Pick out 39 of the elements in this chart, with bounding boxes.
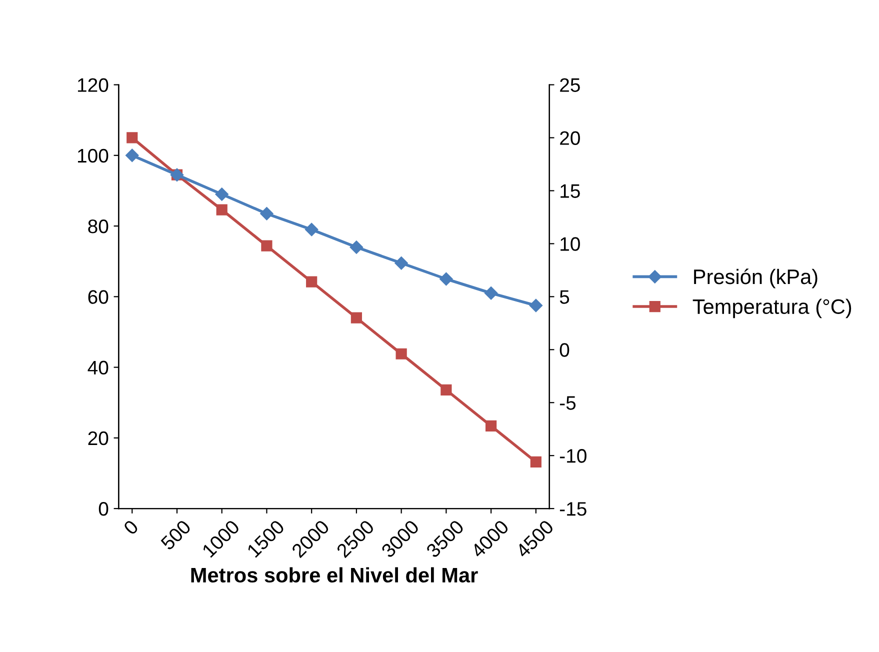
y2-tick-label: -5 [560, 396, 576, 410]
legend-label: Temperatura (°C) [692, 298, 852, 318]
point [350, 312, 362, 324]
point [396, 348, 407, 360]
point [440, 384, 452, 396]
y2-tick-label: 5 [560, 290, 570, 304]
point [126, 132, 138, 144]
point [260, 207, 274, 220]
x-tick-label: 500 [160, 519, 192, 551]
point [126, 148, 139, 162]
y2-tick-label: -15 [560, 502, 586, 516]
point [529, 298, 543, 312]
point [350, 240, 364, 254]
point [394, 256, 408, 270]
point [306, 276, 318, 288]
y-tick-label: 40 [88, 360, 108, 375]
y2-tick-label: 20 [560, 131, 580, 145]
x-axis-title: Metros sobre el Nivel del Mar [191, 567, 478, 583]
x-tick-label: 0 [122, 519, 140, 536]
point [216, 204, 228, 216]
y2-tick-label: 0 [560, 343, 570, 357]
y-tick-label: 60 [88, 290, 108, 304]
point [485, 420, 497, 432]
y-tick-label: 80 [88, 219, 108, 234]
y-tick-label: 20 [88, 431, 108, 446]
y-tick-label: 120 [78, 78, 108, 92]
point [530, 456, 542, 468]
point [484, 286, 498, 300]
y2-tick-label: 15 [560, 184, 580, 198]
y2-tick-label: -10 [560, 449, 586, 463]
y-tick-label: 0 [98, 502, 108, 516]
y2-tick-label: 25 [560, 78, 580, 92]
point [261, 240, 272, 252]
point [215, 188, 228, 201]
point [440, 272, 453, 286]
y-tick-label: 100 [78, 148, 108, 163]
legend-label: Presión (kPa) [694, 268, 818, 288]
y2-tick-label: 10 [560, 237, 580, 251]
point [305, 222, 318, 236]
